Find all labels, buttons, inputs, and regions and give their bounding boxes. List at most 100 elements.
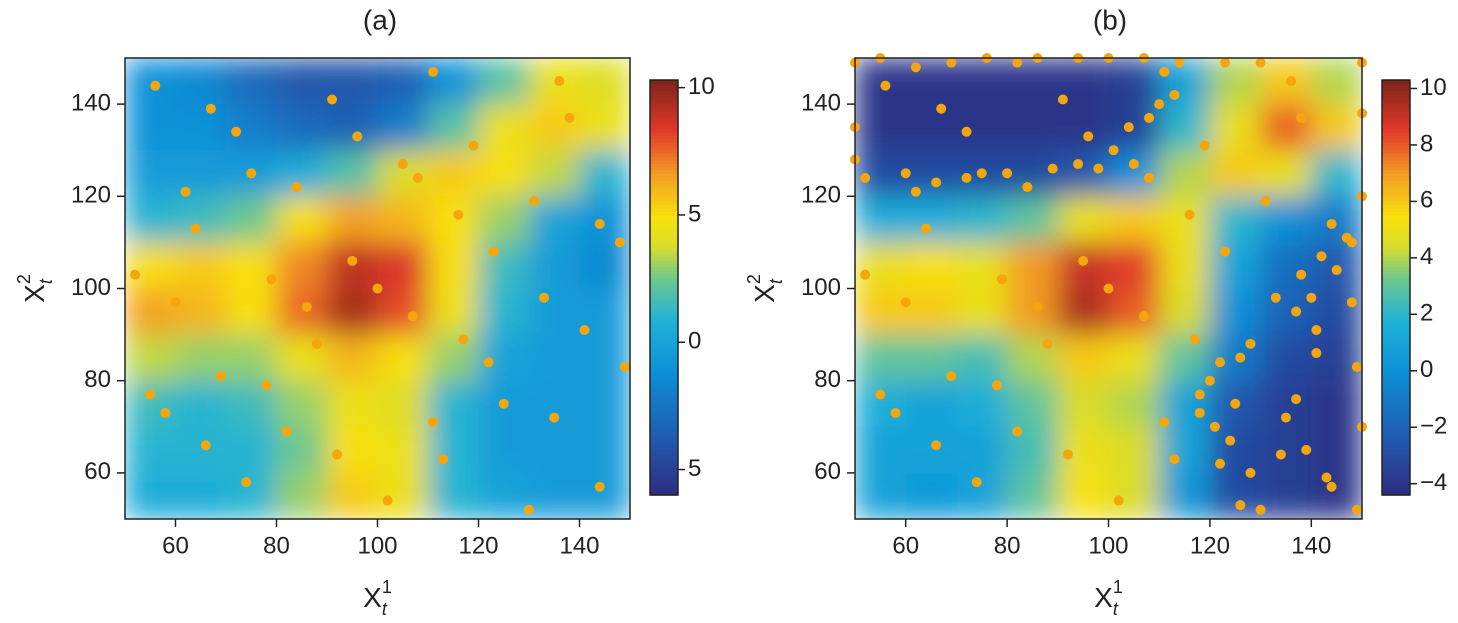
data-point: [1286, 76, 1297, 87]
heat-cell: [428, 426, 479, 474]
data-point: [961, 126, 972, 137]
heat-cell: [1159, 150, 1211, 197]
heat-cell: [1311, 58, 1363, 105]
heat-cell: [1159, 288, 1211, 336]
heat-cell: [1057, 150, 1109, 197]
y-axis-label: X2 t: [14, 274, 56, 303]
colorbar-tick-label: 10: [688, 73, 715, 100]
colorbar-swatch: [650, 391, 678, 396]
data-point: [1311, 324, 1322, 335]
data-point: [281, 426, 292, 437]
heat-cell: [1209, 472, 1262, 520]
data-point: [266, 274, 277, 285]
heat-cell: [377, 288, 429, 336]
y-tick-label: 120: [71, 182, 111, 209]
colorbar-swatch: [650, 201, 678, 206]
data-point: [1169, 454, 1180, 465]
colorbar-swatch: [1382, 256, 1410, 261]
colorbar-tick-label: 5: [688, 455, 701, 482]
colorbar-swatch: [650, 156, 678, 161]
heat-cell: [529, 150, 580, 197]
colorbar-swatch: [650, 418, 678, 423]
heat-cell: [1007, 288, 1059, 336]
colorbar-swatch: [650, 456, 678, 462]
heat-cell: [125, 380, 176, 428]
heat-cell: [1209, 150, 1262, 197]
colorbar-swatch: [1382, 114, 1410, 119]
colorbar-swatch: [1382, 207, 1410, 213]
colorbar-swatch: [650, 149, 678, 154]
y-tick-label: 60: [814, 458, 841, 485]
colorbar-swatch: [650, 477, 678, 482]
colorbar-swatch: [650, 370, 678, 375]
colorbar-swatch: [650, 353, 678, 358]
data-point: [997, 274, 1008, 285]
heat-cell: [1209, 242, 1262, 289]
data-point: [1215, 357, 1226, 368]
data-point: [1073, 159, 1084, 170]
x-axis-label-base: X: [1094, 582, 1113, 613]
data-point: [1123, 122, 1134, 133]
data-point: [428, 66, 439, 77]
heat-cell: [377, 242, 429, 289]
colorbar-swatch: [1382, 121, 1410, 126]
colorbar-swatch: [650, 491, 678, 496]
heat-cell: [579, 242, 631, 289]
heat-cell: [579, 334, 631, 382]
colorbar-swatch: [650, 246, 678, 251]
data-point: [1083, 131, 1094, 142]
colorbar-swatch: [1382, 429, 1410, 434]
data-point: [554, 76, 565, 87]
data-point: [880, 80, 891, 91]
colorbar-swatch: [1382, 387, 1410, 392]
data-point: [1012, 57, 1023, 68]
colorbar-swatch: [650, 422, 678, 427]
colorbar-swatch: [650, 232, 678, 237]
colorbar-swatch: [650, 259, 678, 264]
x-axis-label-sup: 1: [382, 577, 392, 597]
x-tick-label: 120: [458, 532, 498, 559]
heat-cell: [1209, 104, 1262, 151]
data-point: [931, 440, 942, 451]
heat-cell: [1260, 288, 1312, 336]
colorbar-swatch: [1382, 159, 1410, 164]
data-point: [1291, 394, 1302, 405]
data-point: [1144, 112, 1155, 123]
panel-title: (b): [1093, 4, 1127, 35]
heat-cell: [1108, 380, 1160, 428]
data-point: [412, 172, 423, 183]
data-point: [1138, 311, 1149, 322]
data-point: [488, 246, 499, 257]
colorbar-swatch: [650, 194, 678, 199]
heat-cell: [529, 242, 580, 289]
colorbar-swatch: [650, 432, 678, 437]
colorbar-swatch: [650, 363, 678, 368]
colorbar-swatch: [1382, 221, 1410, 226]
colorbar-swatch: [650, 90, 678, 95]
colorbar-swatch: [1382, 138, 1410, 143]
heat-cell: [478, 472, 530, 520]
heat-cell: [956, 472, 1008, 520]
colorbar-swatch: [1382, 446, 1410, 451]
x-tick-label: 80: [994, 532, 1021, 559]
colorbar-tick-label: 6: [1420, 187, 1433, 214]
heat-cell: [428, 242, 479, 289]
colorbar-swatch: [650, 339, 678, 344]
heat-cell: [1007, 472, 1059, 520]
colorbar-swatch: [650, 280, 678, 285]
heat-cell: [855, 242, 907, 289]
colorbar-swatch: [650, 197, 678, 202]
colorbar-swatch: [650, 218, 678, 223]
colorbar-swatch: [650, 315, 678, 320]
colorbar-swatch: [1382, 277, 1410, 282]
heat-cell: [226, 58, 277, 105]
heat-cell: [1209, 288, 1262, 336]
data-point: [130, 269, 141, 280]
data-point: [1012, 426, 1023, 437]
colorbar-swatch: [650, 190, 678, 195]
heat-cell: [276, 196, 328, 243]
heat-cell: [175, 288, 227, 336]
colorbar-swatch: [1382, 439, 1410, 444]
colorbar-swatch: [650, 176, 678, 181]
colorbar-swatch: [650, 463, 678, 468]
